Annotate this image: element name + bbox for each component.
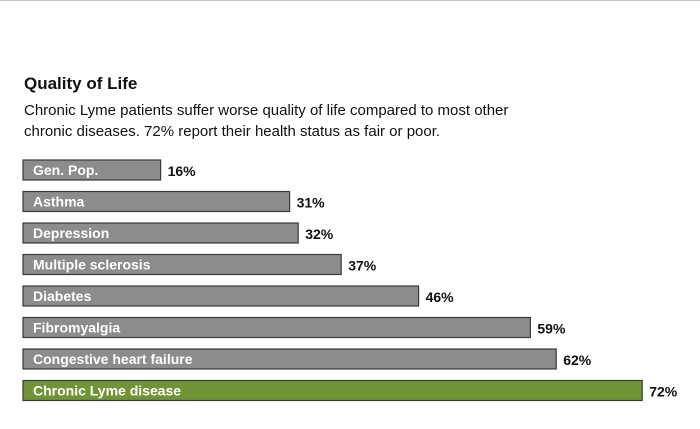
- bar-fibromyalgia: [22, 316, 531, 339]
- category-label-chronic-lyme-disease: Chronic Lyme disease: [33, 383, 181, 399]
- value-label-chronic-lyme-disease: 72%: [649, 384, 678, 400]
- value-label-congestive-heart-failure: 62%: [563, 352, 592, 368]
- bar-congestive-heart-failure: [22, 348, 557, 370]
- bar-asthma: [22, 190, 291, 213]
- category-label-multiple-sclerosis: Multiple sclerosis: [33, 257, 151, 273]
- value-label-diabetes: 46%: [426, 289, 455, 305]
- subtitle-line-2: chronic diseases. 72% report their healt…: [24, 123, 441, 140]
- subtitle-line-1: Chronic Lyme patients suffer worse quali…: [24, 102, 509, 119]
- value-label-fibromyalgia: 59%: [537, 321, 566, 337]
- bar-depression: [22, 222, 299, 244]
- top-divider: [0, 0, 700, 1]
- bar-multiple-sclerosis: [22, 253, 342, 276]
- value-label-multiple-sclerosis: 37%: [348, 258, 377, 274]
- value-label-asthma: 31%: [297, 195, 326, 211]
- chart-subtitle: Chronic Lyme patients suffer worse quali…: [24, 100, 644, 142]
- bar-diabetes: [22, 285, 420, 307]
- category-label-gen-pop: Gen. Pop.: [33, 162, 98, 178]
- bar-chronic-lyme-disease: [22, 379, 643, 402]
- category-label-asthma: Asthma: [33, 194, 85, 210]
- category-label-diabetes: Diabetes: [33, 288, 92, 304]
- chart-title: Quality of Life: [24, 74, 138, 93]
- category-label-congestive-heart-failure: Congestive heart failure: [33, 351, 193, 367]
- value-label-depression: 32%: [305, 226, 334, 242]
- value-label-gen-pop: 16%: [168, 163, 197, 179]
- bar-gen-pop: [22, 159, 162, 181]
- category-label-depression: Depression: [33, 225, 109, 241]
- category-label-fibromyalgia: Fibromyalgia: [33, 320, 120, 336]
